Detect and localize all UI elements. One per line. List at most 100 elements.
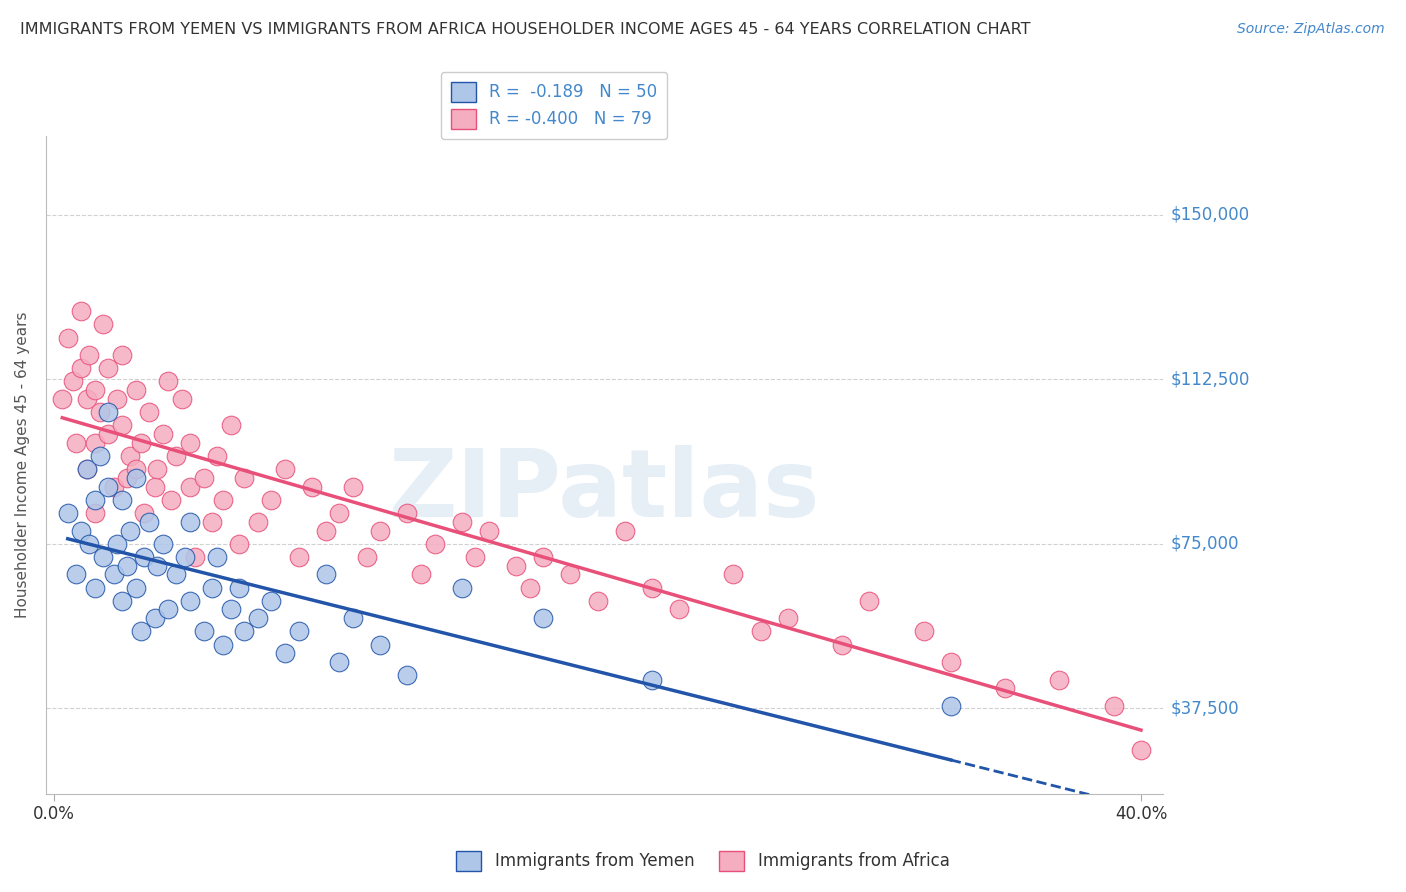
Point: [396, 506, 419, 520]
Point: [749, 624, 772, 639]
Text: Source: ZipAtlas.com: Source: ZipAtlas.com: [1237, 22, 1385, 37]
Point: [613, 524, 636, 538]
Point: [668, 602, 690, 616]
Point: [1102, 698, 1125, 713]
Point: [260, 593, 283, 607]
Point: [342, 611, 364, 625]
Point: [76, 392, 98, 406]
Point: [179, 480, 201, 494]
Point: [205, 449, 228, 463]
Text: $112,500: $112,500: [1171, 370, 1250, 388]
Point: [328, 655, 350, 669]
Point: [76, 462, 98, 476]
Point: [368, 638, 391, 652]
Point: [641, 581, 664, 595]
Point: [193, 624, 215, 639]
Point: [328, 506, 350, 520]
Point: [111, 418, 134, 433]
Point: [211, 492, 233, 507]
Point: [165, 567, 187, 582]
Point: [342, 480, 364, 494]
Point: [315, 524, 337, 538]
Point: [143, 611, 166, 625]
Point: [124, 383, 146, 397]
Point: [70, 304, 93, 318]
Point: [246, 611, 269, 625]
Point: [117, 471, 139, 485]
Point: [201, 581, 224, 595]
Point: [103, 567, 125, 582]
Point: [396, 668, 419, 682]
Text: $75,000: $75,000: [1171, 534, 1240, 553]
Point: [170, 392, 193, 406]
Point: [586, 593, 609, 607]
Text: ZIPatlas: ZIPatlas: [388, 445, 820, 537]
Point: [56, 330, 79, 344]
Point: [179, 515, 201, 529]
Point: [146, 462, 169, 476]
Point: [531, 611, 554, 625]
Point: [105, 536, 128, 550]
Point: [83, 581, 105, 595]
Point: [228, 581, 250, 595]
Point: [70, 361, 93, 376]
Point: [124, 471, 146, 485]
Point: [79, 348, 101, 362]
Point: [111, 593, 134, 607]
Point: [105, 392, 128, 406]
Point: [132, 506, 155, 520]
Point: [179, 593, 201, 607]
Point: [219, 602, 242, 616]
Text: $37,500: $37,500: [1171, 699, 1240, 717]
Point: [531, 549, 554, 564]
Point: [51, 392, 73, 406]
Point: [165, 449, 187, 463]
Point: [83, 506, 105, 520]
Point: [89, 405, 111, 419]
Point: [478, 524, 501, 538]
Point: [464, 549, 486, 564]
Point: [409, 567, 432, 582]
Point: [723, 567, 745, 582]
Point: [138, 515, 160, 529]
Point: [157, 602, 180, 616]
Point: [228, 536, 250, 550]
Point: [143, 480, 166, 494]
Point: [160, 492, 183, 507]
Point: [70, 524, 93, 538]
Point: [274, 646, 297, 660]
Point: [117, 558, 139, 573]
Point: [274, 462, 297, 476]
Point: [1129, 743, 1152, 757]
Point: [97, 361, 120, 376]
Point: [423, 536, 446, 550]
Point: [219, 418, 242, 433]
Point: [83, 492, 105, 507]
Point: [152, 427, 174, 442]
Point: [505, 558, 527, 573]
Point: [97, 480, 120, 494]
Point: [111, 492, 134, 507]
Point: [211, 638, 233, 652]
Point: [83, 435, 105, 450]
Point: [776, 611, 799, 625]
Point: [1049, 673, 1071, 687]
Point: [120, 449, 142, 463]
Point: [994, 681, 1017, 696]
Point: [912, 624, 935, 639]
Point: [65, 435, 87, 450]
Point: [450, 515, 472, 529]
Point: [65, 567, 87, 582]
Point: [89, 449, 111, 463]
Point: [91, 318, 114, 332]
Point: [233, 471, 256, 485]
Point: [76, 462, 98, 476]
Point: [368, 524, 391, 538]
Text: IMMIGRANTS FROM YEMEN VS IMMIGRANTS FROM AFRICA HOUSEHOLDER INCOME AGES 45 - 64 : IMMIGRANTS FROM YEMEN VS IMMIGRANTS FROM…: [20, 22, 1031, 37]
Point: [939, 698, 962, 713]
Point: [831, 638, 853, 652]
Point: [858, 593, 880, 607]
Point: [450, 581, 472, 595]
Text: $150,000: $150,000: [1171, 206, 1250, 224]
Point: [193, 471, 215, 485]
